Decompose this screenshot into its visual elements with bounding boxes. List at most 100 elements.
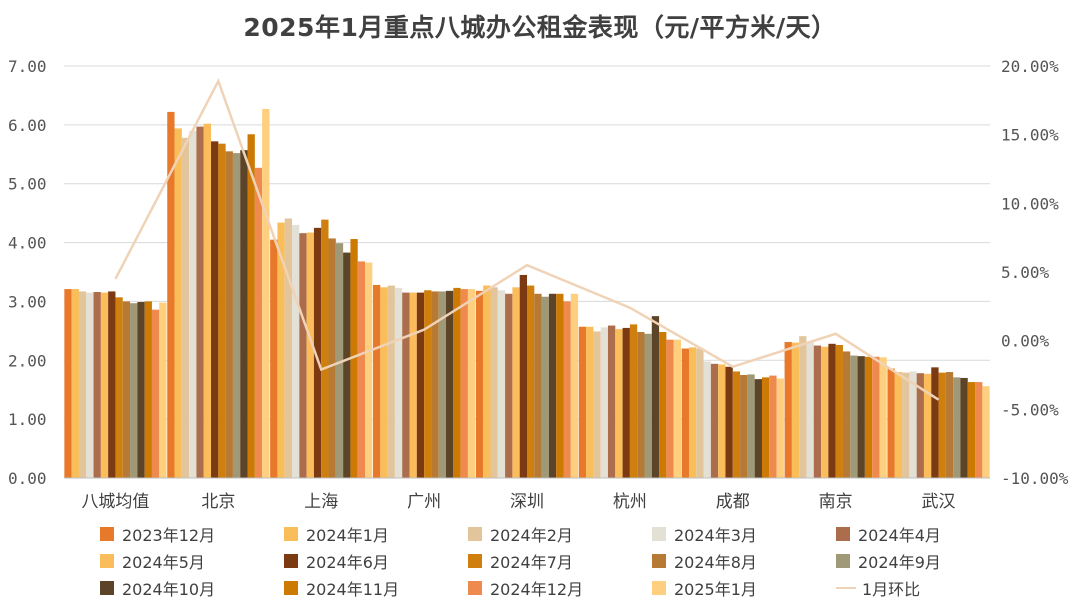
- x-tick-label: 南京: [819, 492, 853, 512]
- bar: [512, 287, 520, 478]
- bar: [78, 291, 87, 478]
- y2-tick-label: 5.00%: [1001, 263, 1050, 282]
- y2-tick-label: 0.00%: [1001, 332, 1050, 351]
- bar: [666, 339, 674, 478]
- bar: [416, 292, 425, 478]
- legend-label: 2024年12月: [490, 580, 584, 599]
- legend-label: 2024年9月: [858, 553, 941, 572]
- bar: [938, 372, 946, 478]
- legend-swatch: [836, 587, 856, 589]
- bar: [718, 364, 726, 478]
- bar: [151, 309, 160, 478]
- legend-item: 2025年1月: [652, 575, 757, 601]
- bar: [64, 289, 72, 478]
- bar: [629, 324, 638, 478]
- bar: [828, 343, 836, 478]
- bar: [527, 285, 535, 478]
- x-tick-label: 成都: [716, 492, 750, 512]
- bar: [365, 262, 373, 478]
- legend-swatch: [468, 527, 482, 541]
- bar: [203, 123, 212, 479]
- legend-label: 2024年2月: [490, 526, 573, 545]
- bar: [931, 367, 939, 478]
- bar: [769, 375, 777, 478]
- bar: [821, 346, 829, 478]
- bar: [328, 238, 336, 478]
- legend-item: 2024年6月: [284, 548, 389, 574]
- bar: [593, 331, 601, 478]
- legend-swatch: [284, 554, 298, 568]
- legend-item: 2024年11月: [284, 575, 399, 601]
- y2-tick-label: 20.00%: [1001, 57, 1059, 76]
- bar: [953, 377, 961, 478]
- legend-swatch: [652, 554, 666, 568]
- x-tick-label: 武汉: [922, 492, 956, 512]
- bar: [122, 301, 131, 478]
- bar: [380, 287, 388, 478]
- legend-swatch: [652, 581, 666, 595]
- legend-swatch: [284, 527, 298, 541]
- x-tick-label: 广州: [407, 492, 441, 512]
- legend-label: 2023年12月: [122, 526, 216, 545]
- legend-item: 2024年5月: [100, 548, 205, 574]
- bar: [167, 111, 175, 478]
- legend-item: 2024年8月: [652, 548, 757, 574]
- legend-item: 2024年3月: [652, 521, 757, 547]
- bar: [189, 130, 197, 478]
- bar: [306, 232, 314, 478]
- bar: [409, 292, 417, 478]
- chart-title: 2025年1月重点八城办公租金表现（元/平方米/天）: [243, 13, 837, 42]
- legend-item: 1月环比: [836, 575, 920, 601]
- bar: [475, 290, 484, 478]
- legend-item: 2024年7月: [468, 548, 573, 574]
- bar: [270, 239, 278, 478]
- legend-label: 2024年3月: [674, 526, 757, 545]
- bar: [806, 342, 814, 478]
- bar: [108, 291, 116, 478]
- legend-item: 2023年12月: [100, 521, 215, 547]
- bar: [637, 332, 645, 478]
- bar: [86, 292, 94, 478]
- bar: [776, 378, 784, 478]
- y-tick-label: 4.00: [8, 234, 47, 253]
- x-tick-label: 深圳: [510, 492, 544, 512]
- bar: [872, 356, 880, 478]
- bar: [534, 293, 542, 478]
- legend-swatch: [468, 554, 482, 568]
- legend-label: 2024年8月: [674, 553, 757, 572]
- bar: [902, 372, 910, 478]
- bar: [864, 356, 873, 478]
- legend-item: 2024年12月: [468, 575, 583, 601]
- bar: [967, 382, 976, 478]
- bar: [519, 274, 527, 478]
- legend-label: 2024年10月: [122, 580, 216, 599]
- bar: [607, 325, 616, 478]
- legend-label: 1月环比: [862, 580, 921, 599]
- bar: [313, 227, 322, 478]
- y-tick-label: 2.00: [8, 351, 47, 370]
- legend-item: 2024年4月: [836, 521, 941, 547]
- legend-label: 2024年6月: [306, 553, 389, 572]
- bar: [174, 128, 182, 479]
- bar: [218, 143, 226, 479]
- bar: [247, 134, 255, 478]
- bar: [373, 284, 381, 478]
- y-tick-label: 7.00: [8, 57, 47, 76]
- bar: [754, 379, 762, 478]
- bar: [916, 373, 924, 478]
- y-tick-label: 3.00: [8, 292, 47, 311]
- bar: [424, 290, 432, 478]
- legend-label: 2024年11月: [306, 580, 400, 599]
- y2-tick-label: -5.00%: [1001, 400, 1059, 419]
- bar: [115, 297, 123, 478]
- legend-swatch: [284, 581, 298, 595]
- bar: [651, 316, 660, 478]
- bar: [960, 377, 968, 478]
- bar: [350, 239, 358, 478]
- legend-label: 2024年5月: [122, 553, 205, 572]
- bar: [563, 301, 571, 478]
- bar: [467, 289, 476, 478]
- y2-tick-label: 10.00%: [1001, 194, 1059, 213]
- bar: [578, 326, 587, 478]
